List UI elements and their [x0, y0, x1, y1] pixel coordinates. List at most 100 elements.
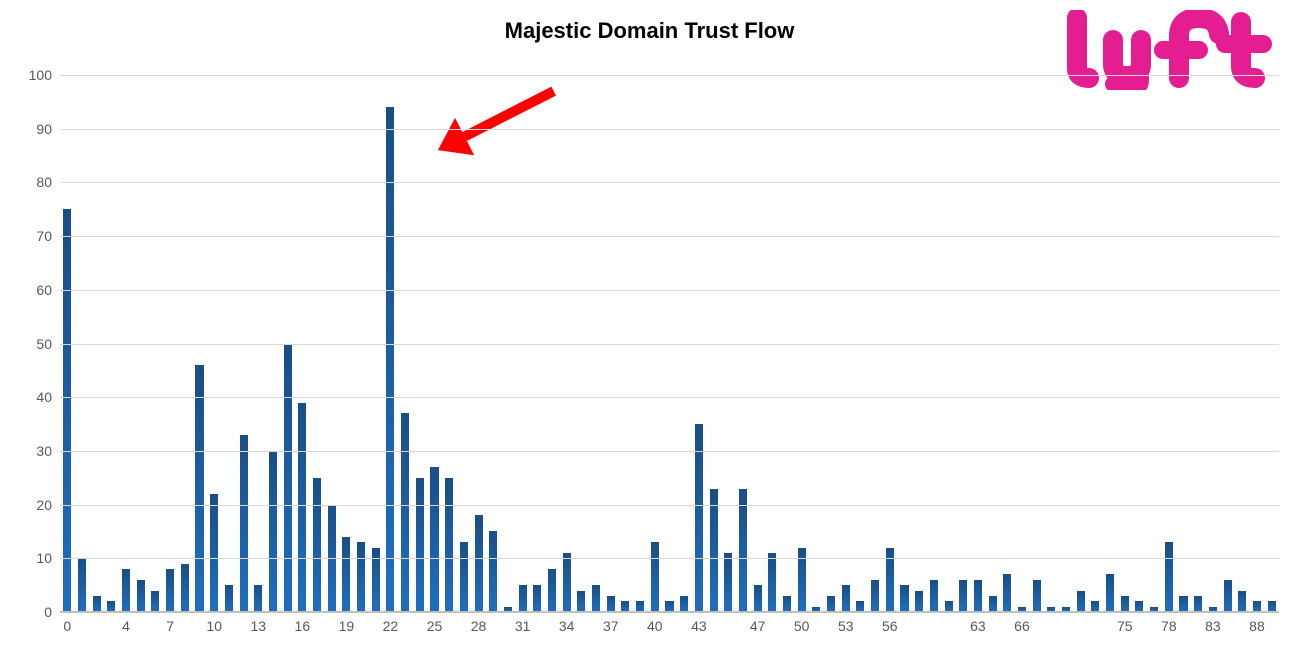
bar	[651, 542, 659, 612]
x-tick-label: 28	[471, 618, 487, 634]
x-tick-label: 88	[1249, 618, 1265, 634]
bar	[489, 531, 497, 612]
bar	[401, 413, 409, 612]
bar	[959, 580, 967, 612]
grid-line	[60, 75, 1279, 76]
bar	[695, 424, 703, 612]
x-tick-label: 4	[122, 618, 130, 634]
chart-container: Majestic Domain Trust Flow 0102030405060…	[0, 0, 1299, 647]
grid-line	[60, 182, 1279, 183]
y-tick-label: 50	[36, 336, 52, 352]
bar	[166, 569, 174, 612]
bar	[1033, 580, 1041, 612]
bar	[1121, 596, 1129, 612]
bar	[269, 451, 277, 612]
y-tick-label: 90	[36, 121, 52, 137]
grid-line	[60, 236, 1279, 237]
y-tick-label: 10	[36, 550, 52, 566]
x-tick-label: 63	[970, 618, 986, 634]
x-tick-label: 78	[1161, 618, 1177, 634]
bar	[1165, 542, 1173, 612]
bar	[1003, 574, 1011, 612]
bar	[313, 478, 321, 612]
bar	[886, 548, 894, 612]
y-tick-label: 30	[36, 443, 52, 459]
bar	[445, 478, 453, 612]
bar	[460, 542, 468, 612]
x-tick-label: 31	[515, 618, 531, 634]
x-tick-label: 16	[295, 618, 311, 634]
bar	[607, 596, 615, 612]
bar	[739, 489, 747, 613]
bar	[240, 435, 248, 612]
bar	[519, 585, 527, 612]
bar	[181, 564, 189, 612]
bar	[357, 542, 365, 612]
bar	[254, 585, 262, 612]
bar	[1238, 591, 1246, 612]
x-tick-label: 13	[250, 618, 266, 634]
plot-area: 0102030405060708090100047101316192225283…	[60, 75, 1279, 612]
x-tick-label: 56	[882, 618, 898, 634]
bar	[475, 515, 483, 612]
y-tick-label: 40	[36, 389, 52, 405]
grid-line	[60, 344, 1279, 345]
bar	[298, 403, 306, 612]
x-tick-label: 22	[383, 618, 399, 634]
bar	[680, 596, 688, 612]
bar	[533, 585, 541, 612]
bar	[1077, 591, 1085, 612]
grid-line	[60, 397, 1279, 398]
y-tick-label: 80	[36, 174, 52, 190]
x-tick-label: 0	[63, 618, 71, 634]
bar	[754, 585, 762, 612]
bar	[372, 548, 380, 612]
x-tick-label: 19	[339, 618, 355, 634]
bar	[151, 591, 159, 612]
bar	[78, 558, 86, 612]
grid-line	[60, 451, 1279, 452]
x-tick-label: 37	[603, 618, 619, 634]
grid-line	[60, 612, 1279, 613]
bar	[724, 553, 732, 612]
bar	[1194, 596, 1202, 612]
bar	[1106, 574, 1114, 612]
x-tick-label: 83	[1205, 618, 1221, 634]
x-tick-label: 43	[691, 618, 707, 634]
bar	[842, 585, 850, 612]
bar	[592, 585, 600, 612]
bar	[974, 580, 982, 612]
bar	[768, 553, 776, 612]
bar	[548, 569, 556, 612]
x-tick-label: 75	[1117, 618, 1133, 634]
y-tick-label: 100	[29, 67, 52, 83]
y-tick-label: 0	[44, 604, 52, 620]
x-tick-label: 50	[794, 618, 810, 634]
x-tick-label: 25	[427, 618, 443, 634]
x-tick-label: 47	[750, 618, 766, 634]
bar	[930, 580, 938, 612]
x-tick-label: 10	[206, 618, 222, 634]
bar	[225, 585, 233, 612]
bar	[342, 537, 350, 612]
bar	[783, 596, 791, 612]
bar	[195, 365, 203, 612]
x-tick-label: 66	[1014, 618, 1030, 634]
bar	[137, 580, 145, 612]
x-tick-label: 40	[647, 618, 663, 634]
grid-line	[60, 129, 1279, 130]
bar	[284, 344, 292, 613]
bar	[93, 596, 101, 612]
grid-line	[60, 290, 1279, 291]
bar	[798, 548, 806, 612]
bar	[871, 580, 879, 612]
bar	[989, 596, 997, 612]
y-tick-label: 60	[36, 282, 52, 298]
bar	[1224, 580, 1232, 612]
y-tick-label: 20	[36, 497, 52, 513]
bar	[63, 209, 71, 612]
bar	[210, 494, 218, 612]
x-tick-label: 53	[838, 618, 854, 634]
bar	[577, 591, 585, 612]
bar	[900, 585, 908, 612]
